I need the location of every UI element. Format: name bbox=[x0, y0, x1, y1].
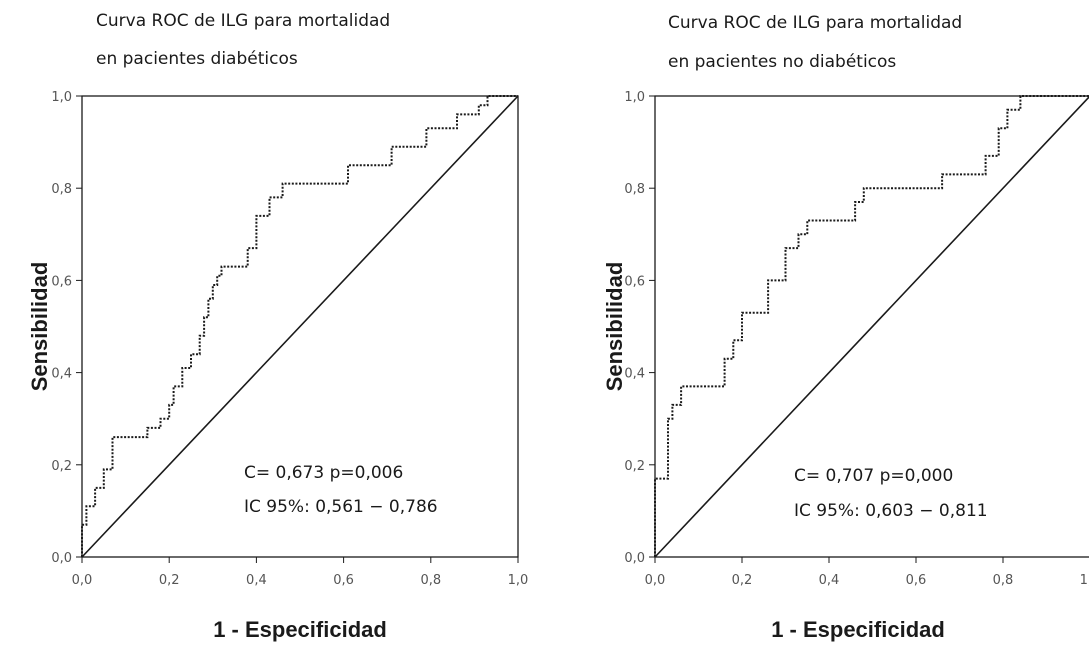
plot-frame bbox=[81, 95, 519, 558]
x-tick-label: 0,2 bbox=[159, 573, 180, 588]
y-tick-label: 0,6 bbox=[624, 274, 645, 289]
chart-title-line: Curva ROC de ILG para mortalidad bbox=[96, 11, 390, 31]
y-tick-label: 0,6 bbox=[51, 274, 72, 289]
chart-title-line: en pacientes no diabéticos bbox=[668, 52, 896, 72]
stats-annotation: C= 0,673 p=0,006 bbox=[244, 463, 403, 483]
y-tick-label: 0,2 bbox=[51, 459, 72, 474]
x-axis-label: 1 - Especificidad bbox=[771, 617, 945, 642]
y-tick-label: 1,0 bbox=[51, 90, 72, 105]
y-tick-label: 1,0 bbox=[624, 90, 645, 105]
y-tick-label: 0,8 bbox=[51, 182, 72, 197]
y-axis-label: Sensibilidad bbox=[602, 262, 627, 392]
chart-title-line: en pacientes diabéticos bbox=[96, 49, 298, 69]
y-tick-label: 0,0 bbox=[624, 551, 645, 566]
x-tick-label: 0,0 bbox=[645, 573, 666, 588]
stats-annotation: IC 95%: 0,603 − 0,811 bbox=[794, 501, 988, 521]
stats-annotation: IC 95%: 0,561 − 0,786 bbox=[244, 497, 438, 517]
x-tick-label: 0,8 bbox=[993, 573, 1014, 588]
y-axis-label: Sensibilidad bbox=[27, 262, 52, 392]
roc-curve bbox=[654, 95, 1089, 557]
x-tick-label: 0,6 bbox=[906, 573, 927, 588]
y-tick-label: 0,2 bbox=[624, 459, 645, 474]
chart-title-line: Curva ROC de ILG para mortalidad bbox=[668, 13, 962, 33]
x-tick-label: 0,6 bbox=[333, 573, 354, 588]
chart-panel-1: Curva ROC de ILG para mortalidad en pacie… bbox=[27, 11, 528, 642]
y-tick-label: 0,8 bbox=[624, 182, 645, 197]
roc-curve bbox=[81, 95, 518, 557]
y-tick-label: 0,4 bbox=[624, 367, 645, 382]
x-tick-label: 0,8 bbox=[420, 573, 441, 588]
reference-diagonal bbox=[81, 95, 519, 558]
x-tick-label: 0,2 bbox=[732, 573, 753, 588]
x-tick-label: 0,4 bbox=[819, 573, 840, 588]
x-tick-label: 1,0 bbox=[508, 573, 529, 588]
y-tick-label: 0,4 bbox=[51, 367, 72, 382]
reference-diagonal bbox=[654, 95, 1089, 558]
stats-annotation: C= 0,707 p=0,000 bbox=[794, 466, 953, 486]
x-axis-label: 1 - Especificidad bbox=[213, 617, 387, 642]
x-tick-label: 1,0 bbox=[1080, 573, 1089, 588]
plot-frame bbox=[654, 95, 1089, 558]
y-tick-label: 0,0 bbox=[51, 551, 72, 566]
x-tick-label: 0,4 bbox=[246, 573, 267, 588]
x-tick-label: 0,0 bbox=[72, 573, 93, 588]
chart-panel-2: Curva ROC de ILG para mortalidad en pacie… bbox=[602, 13, 1089, 642]
